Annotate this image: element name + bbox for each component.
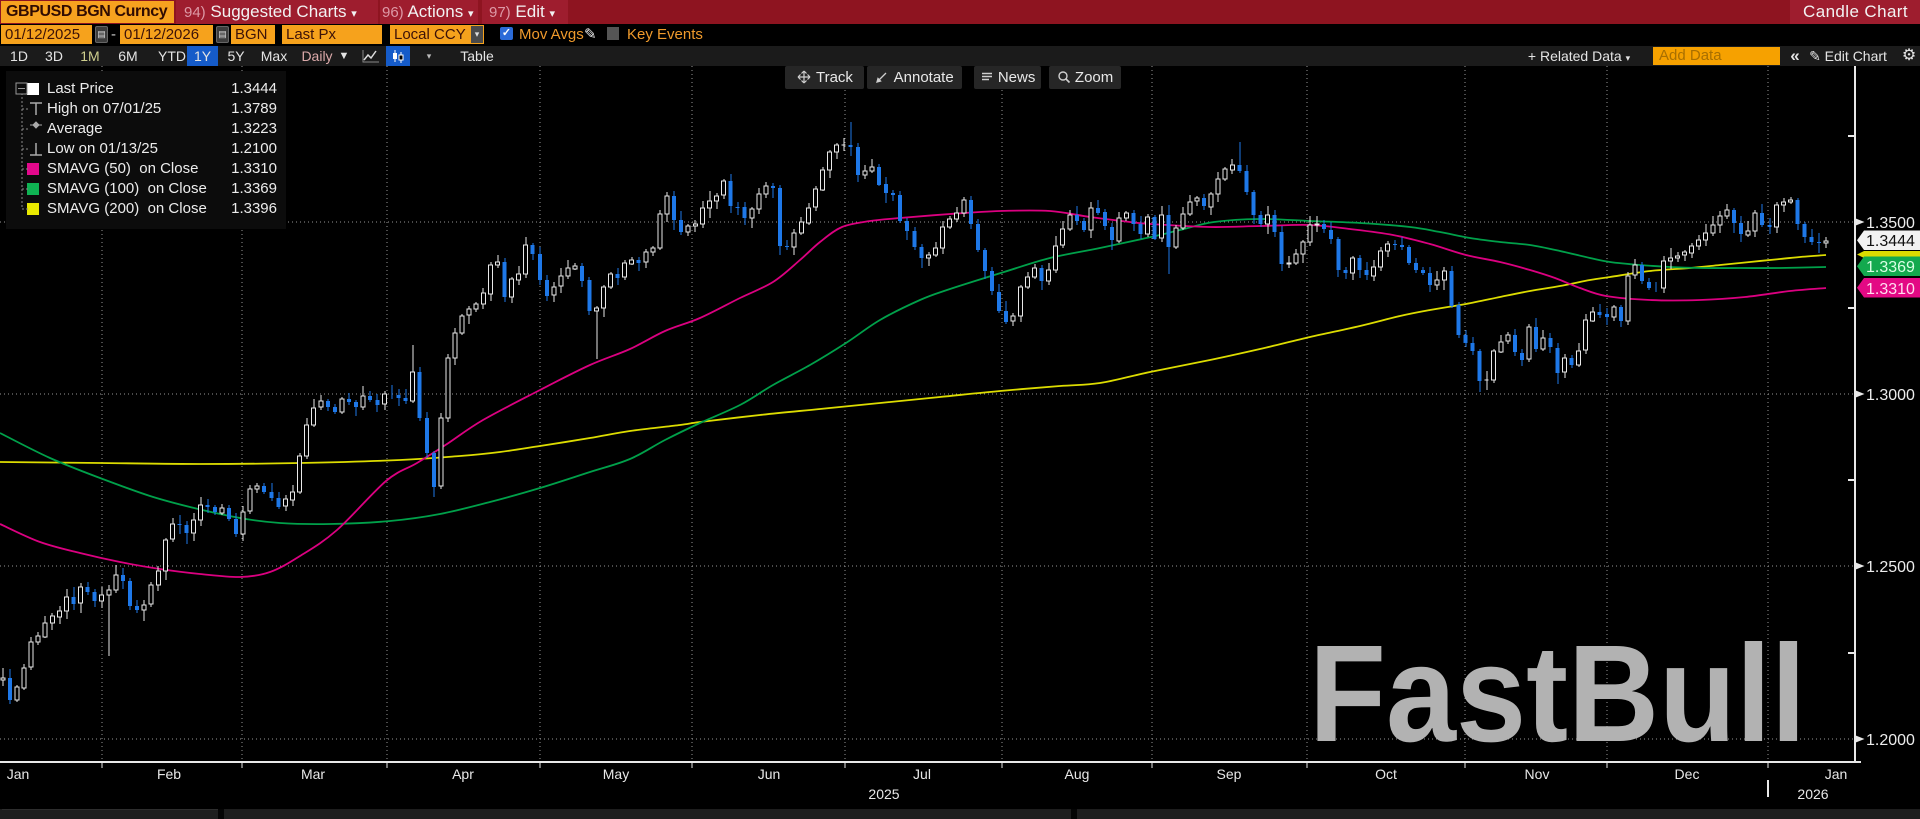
svg-text:1.3000: 1.3000 [1866, 387, 1915, 404]
svg-text:Dec: Dec [1675, 766, 1700, 782]
svg-text:Nov: Nov [1525, 766, 1550, 782]
svg-text:Sep: Sep [1217, 766, 1242, 782]
svg-text:1.3444: 1.3444 [1866, 233, 1915, 250]
svg-text:Oct: Oct [1375, 766, 1397, 782]
svg-text:Apr: Apr [452, 766, 474, 782]
svg-text:FastBull: FastBull [1309, 617, 1806, 771]
svg-text:Jan: Jan [7, 766, 30, 782]
svg-text:Feb: Feb [157, 766, 181, 782]
svg-text:2026: 2026 [1797, 786, 1828, 802]
svg-text:1.3369: 1.3369 [1866, 259, 1915, 276]
svg-text:1.2000: 1.2000 [1866, 732, 1915, 749]
svg-text:Jul: Jul [913, 766, 931, 782]
svg-text:Jan: Jan [1825, 766, 1848, 782]
svg-text:1.2500: 1.2500 [1866, 559, 1915, 576]
svg-text:Mar: Mar [301, 766, 325, 782]
svg-text:Jun: Jun [758, 766, 781, 782]
svg-text:May: May [603, 766, 629, 782]
svg-text:Aug: Aug [1065, 766, 1090, 782]
svg-text:1.3500: 1.3500 [1866, 215, 1915, 232]
svg-text:2025: 2025 [868, 786, 899, 802]
svg-text:1.3310: 1.3310 [1866, 281, 1915, 298]
